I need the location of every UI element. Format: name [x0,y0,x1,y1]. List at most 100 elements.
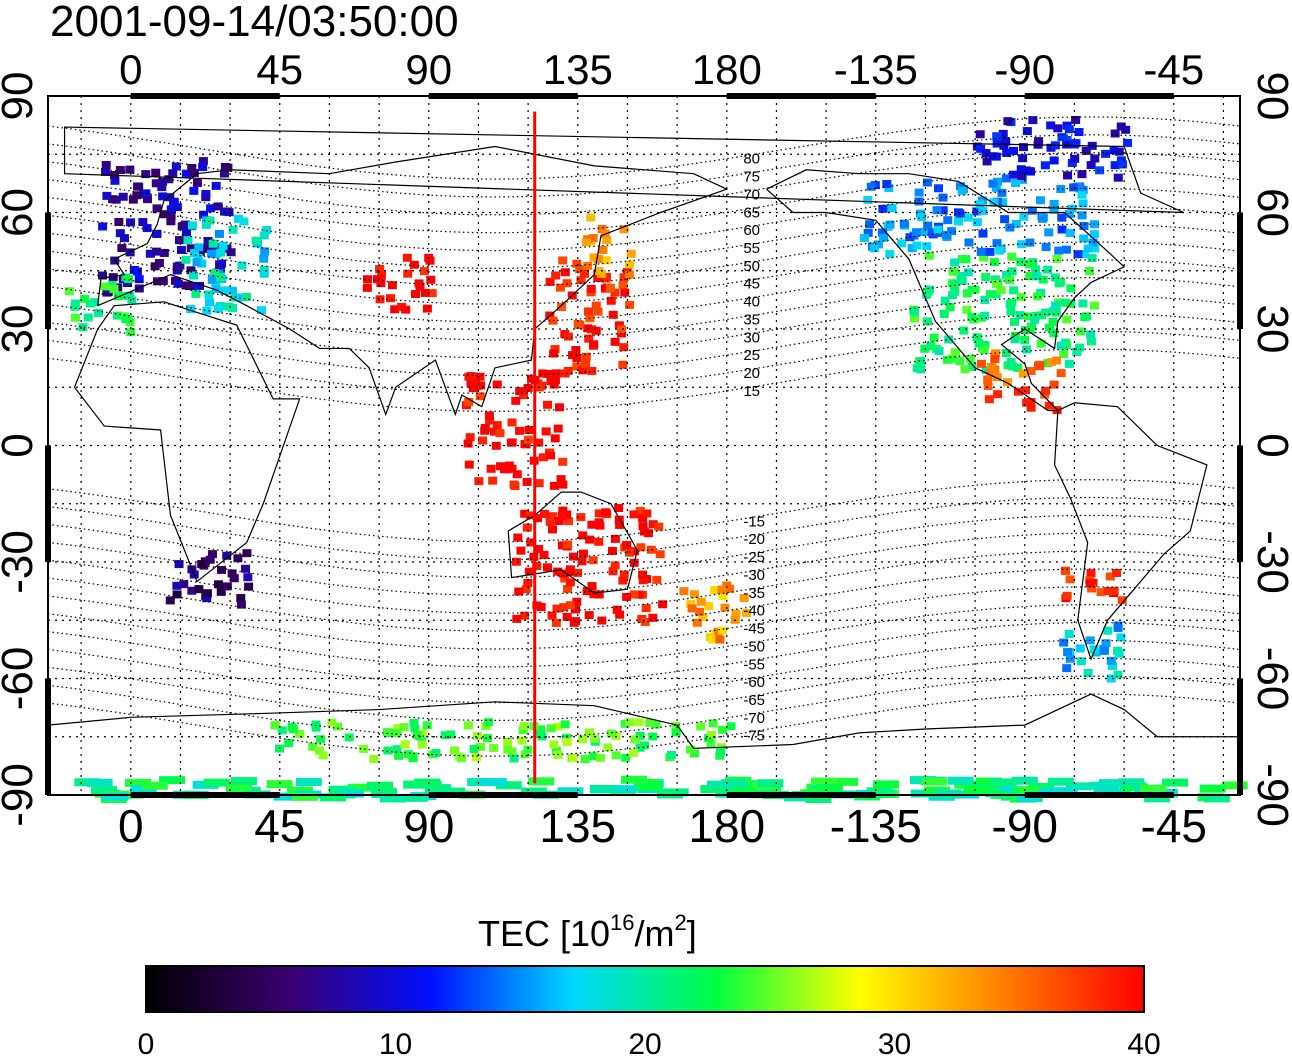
tec-cell [583,261,593,270]
colorbar-title-end: ] [687,913,697,954]
mlat-label: 65 [743,204,760,221]
tec-cell [229,574,239,583]
tec-cell [217,259,227,268]
tec-cell [551,369,561,378]
tec-cell [534,479,544,488]
tec-cell [598,245,608,254]
tec-cell [123,278,133,287]
tec-cell [1052,356,1062,365]
tec-cell [222,551,232,560]
tec-cell [964,238,974,247]
tec-cell [142,224,152,233]
tec-cell [1078,299,1088,308]
tec-cell [618,576,628,585]
tec-cell [587,582,597,591]
tec-cell [689,590,699,599]
tec-cell [1016,292,1026,301]
tec-cell [924,251,934,260]
tec-cell [1083,244,1093,253]
tec-cell [1086,337,1096,346]
tec-cell [1079,250,1089,259]
tec-cell [1041,243,1051,252]
tec-cell [569,618,579,627]
tec-cell [1038,275,1048,284]
tec-cell [426,275,436,284]
mlat-label: -65 [743,692,765,709]
mlat-contour [47,205,1241,270]
frame-bar-right [1237,212,1243,329]
tec-cell [565,601,575,610]
tec-cell [205,298,215,307]
tec-cell [1044,323,1054,332]
tec-cell [520,509,530,518]
tec-cell [242,293,252,302]
tec-cell [399,723,409,732]
tec-cell [471,753,481,762]
tec-cell [523,383,533,392]
tec-cell [551,746,561,755]
tec-cell [366,781,393,790]
tec-cell [638,522,648,531]
tec-cell [578,531,588,540]
tec-cell [914,197,924,206]
tec-cell [1003,378,1013,387]
tec-cell [194,585,204,594]
tec-cell [921,777,948,786]
tec-cell [625,718,635,727]
tec-cell [926,342,936,351]
tec-cell [1035,196,1045,205]
tec-cell [543,400,553,409]
tec-cell [949,280,959,289]
tec-cell [601,256,611,265]
tec-cell [1056,369,1066,378]
tec-cell [568,754,578,763]
tec-cell [1027,322,1037,331]
tec-cell [489,744,499,753]
tec-cell [541,427,551,436]
tec-cell [560,720,570,729]
mlat-contour [47,568,1241,632]
colorbar-ticks: 0 10 20 30 40 [138,1028,1161,1057]
tec-cell [127,296,137,305]
tec-cell [611,732,621,741]
tec-cell [549,740,559,749]
tec-cell [379,794,406,803]
tec-cell [710,586,720,595]
tec-cell [698,613,708,622]
tec-cell [1113,623,1123,632]
tec-cell [402,253,412,262]
tec-cell [1065,228,1075,237]
tec-cell [622,541,632,550]
tec-cell [502,465,512,474]
tec-cell [189,186,199,195]
tec-cell [1144,794,1171,803]
y-tick-label-left: 0 [0,433,42,457]
tec-cell [573,320,583,329]
tec-cell [588,234,598,243]
tec-cell [201,193,211,202]
tec-cell [589,590,599,599]
tec-cell [569,552,579,561]
tec-cell [1095,166,1105,175]
tec-cell [583,324,593,333]
tec-cell [507,418,517,427]
tec-cell [475,372,485,381]
tec-cell [571,346,581,355]
tec-cell [1050,273,1060,282]
mlat-label: 25 [743,347,760,364]
tec-cell [581,352,591,361]
tec-cell [562,510,572,519]
tec-cell [476,381,486,390]
tec-cell [158,277,168,286]
mlat-contour [47,479,1241,543]
tec-cell [190,249,200,258]
tec-cell [571,605,581,614]
tec-cell [1022,127,1032,136]
tec-cell [243,573,253,582]
colorbar-title-sup1: 16 [610,910,634,935]
tec-cell [995,246,1005,255]
tec-cell [568,351,578,360]
tec-cell [1007,252,1017,261]
tec-cell [1062,315,1072,324]
tec-cell [165,596,175,605]
